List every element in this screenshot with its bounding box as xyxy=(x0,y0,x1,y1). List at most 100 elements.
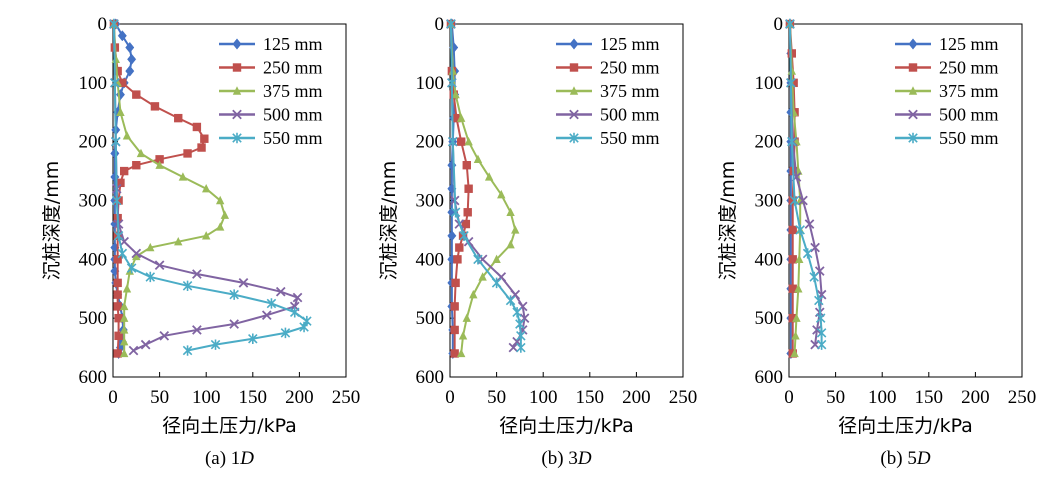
data-point-500mm xyxy=(261,310,272,321)
data-point-375mm xyxy=(791,331,800,340)
panel-caption: (b) 5D xyxy=(880,448,930,469)
y-tick-label: 300 xyxy=(79,191,108,212)
data-point-375mm xyxy=(478,272,487,281)
data-point-250mm xyxy=(456,137,466,146)
data-point-250mm xyxy=(174,113,183,123)
data-point-375mm xyxy=(787,66,796,75)
data-point-250mm xyxy=(451,278,460,288)
legend-swatch-marker xyxy=(908,86,918,95)
data-point-125mm xyxy=(125,65,135,77)
data-point-250mm xyxy=(788,196,797,205)
legend-label: 550 mm xyxy=(263,128,323,148)
data-point-375mm xyxy=(462,313,471,322)
data-point-500mm xyxy=(812,325,822,335)
data-point-250mm xyxy=(192,122,202,132)
data-point-550mm xyxy=(448,136,458,147)
legend: 125 mm 250 mm 375 mm 500 mm 550 mm xyxy=(556,34,660,148)
x-tick-label: 0 xyxy=(784,387,794,408)
x-tick-label: 150 xyxy=(239,387,268,408)
data-point-550mm xyxy=(816,327,827,339)
chart-panel-1: 0 50 100 150 200 250 0 100 200 300 400 500 600 径向土压力/… xyxy=(41,14,360,469)
data-point-550mm xyxy=(182,345,193,356)
legend-swatch-marker xyxy=(569,86,579,95)
data-point-250mm xyxy=(455,243,464,252)
data-point-375mm xyxy=(116,107,125,116)
data-point-250mm xyxy=(113,302,122,311)
data-point-375mm xyxy=(155,160,164,169)
data-point-500mm xyxy=(154,260,165,271)
data-point-500mm xyxy=(810,242,820,253)
data-point-500mm xyxy=(229,319,239,329)
data-point-500mm xyxy=(510,289,521,300)
legend-swatch-marker xyxy=(569,38,579,50)
data-point-375mm xyxy=(174,236,183,246)
data-point-550mm xyxy=(299,321,309,333)
legend-swatch-marker xyxy=(232,132,242,144)
y-tick-label: 200 xyxy=(79,132,108,153)
chart-panel-2: 0 50 100 150 200 250 0 100 200 300 400 500 600 径向土压力/… xyxy=(378,14,697,469)
data-point-250mm xyxy=(450,302,459,311)
panels-group: 0 50 100 150 200 2500100200300400500600径向土压力/… xyxy=(41,14,1036,469)
y-tick-label: 100 xyxy=(416,73,445,94)
data-point-250mm xyxy=(452,113,461,123)
x-axis-label: 径向土压力/kPa xyxy=(499,415,634,437)
data-point-375mm xyxy=(511,225,520,234)
x-tick-label: 50 xyxy=(150,387,169,408)
data-point-500mm xyxy=(798,195,808,206)
data-point-375mm xyxy=(119,348,129,358)
y-tick-label: 200 xyxy=(755,132,784,153)
legend-label: 125 mm xyxy=(939,34,999,54)
data-point-550mm xyxy=(795,224,805,236)
data-point-375mm xyxy=(132,251,141,261)
x-tick-label: 50 xyxy=(487,387,506,408)
data-point-375mm xyxy=(119,325,129,334)
data-point-250mm xyxy=(200,134,209,143)
data-point-250mm xyxy=(788,225,797,235)
x-tick-label: 200 xyxy=(622,387,651,408)
data-point-550mm xyxy=(802,248,813,259)
data-point-250mm xyxy=(116,178,125,188)
data-point-500mm xyxy=(192,325,202,335)
data-point-500mm xyxy=(496,272,507,282)
data-point-550mm xyxy=(182,280,193,292)
series-line-550mm xyxy=(788,23,823,345)
y-tick-label: 400 xyxy=(416,249,445,270)
data-point-375mm xyxy=(506,239,515,249)
data-point-250mm xyxy=(183,149,192,158)
x-tick-label: 150 xyxy=(576,387,605,408)
data-point-250mm xyxy=(132,161,141,170)
data-point-550mm xyxy=(787,136,797,147)
data-point-550mm xyxy=(512,307,522,318)
y-tick-label: 600 xyxy=(755,367,784,388)
data-point-250mm xyxy=(113,290,122,299)
x-tick-label: 250 xyxy=(669,387,698,408)
data-point-375mm xyxy=(473,154,483,164)
chart-panel-3: 0 50 100 150 200 250 0 100 200 300 400 500 600 径向土压力/… xyxy=(717,14,1036,469)
series-group xyxy=(785,18,827,360)
series-group xyxy=(446,18,530,360)
panel-caption: (b) 3D xyxy=(541,448,591,469)
data-point-375mm xyxy=(790,348,799,358)
data-point-375mm xyxy=(451,89,460,99)
y-tick-label: 300 xyxy=(755,191,784,212)
data-point-250mm xyxy=(788,284,797,293)
y-tick-label: 0 xyxy=(774,14,784,35)
data-point-375mm xyxy=(795,254,804,264)
data-point-250mm xyxy=(113,349,122,358)
data-point-550mm xyxy=(289,307,300,318)
legend-label: 250 mm xyxy=(600,58,660,78)
y-tick-label: 0 xyxy=(98,14,108,35)
data-point-375mm xyxy=(119,301,129,311)
legend-label: 500 mm xyxy=(939,105,999,125)
legend-swatch-marker xyxy=(908,132,918,144)
data-point-375mm xyxy=(136,148,146,158)
data-point-375mm xyxy=(492,254,501,264)
data-point-125mm xyxy=(127,53,137,65)
data-point-375mm xyxy=(122,131,132,140)
data-point-500mm xyxy=(519,313,530,324)
data-point-125mm xyxy=(447,230,457,242)
data-point-250mm xyxy=(461,219,471,229)
data-point-550mm xyxy=(111,195,122,206)
x-axis-label: 径向土压力/kPa xyxy=(162,415,297,437)
data-point-250mm xyxy=(464,184,473,193)
